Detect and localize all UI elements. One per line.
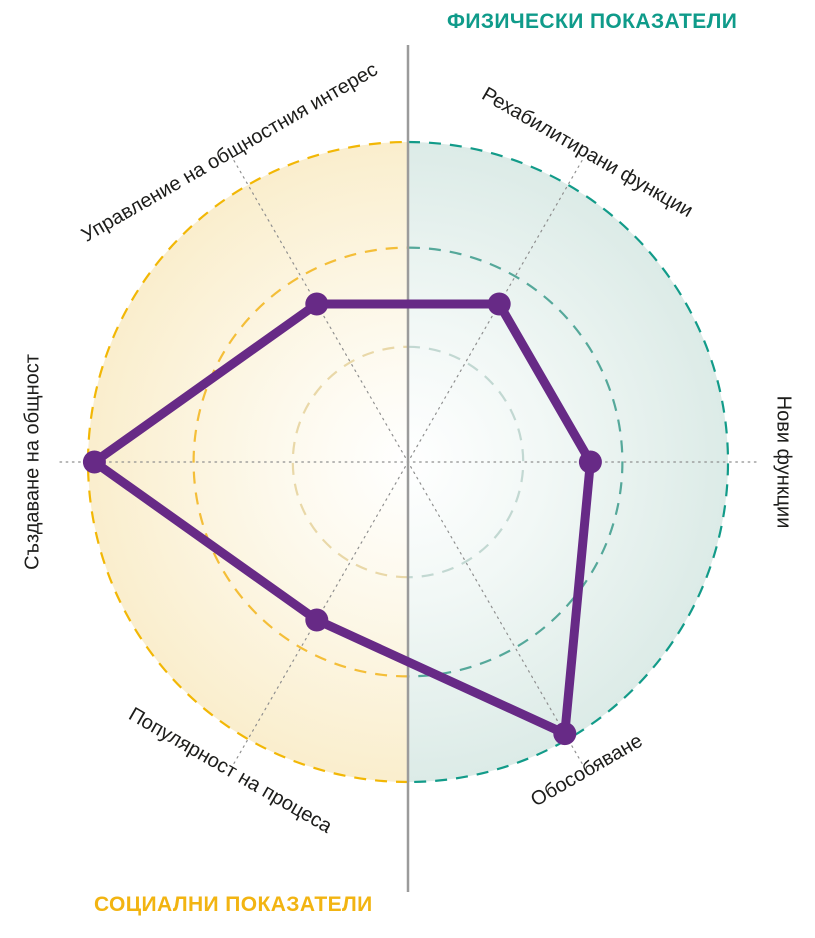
social-indicators-title: СОЦИАЛНИ ПОКАЗАТЕЛИ (94, 893, 373, 916)
axis-label-2: Нови функции (772, 395, 795, 529)
axis-label-5: Създаване на общност (21, 354, 44, 570)
physical-indicators-title: ФИЗИЧЕСКИ ПОКАЗАТЕЛИ (447, 10, 738, 33)
